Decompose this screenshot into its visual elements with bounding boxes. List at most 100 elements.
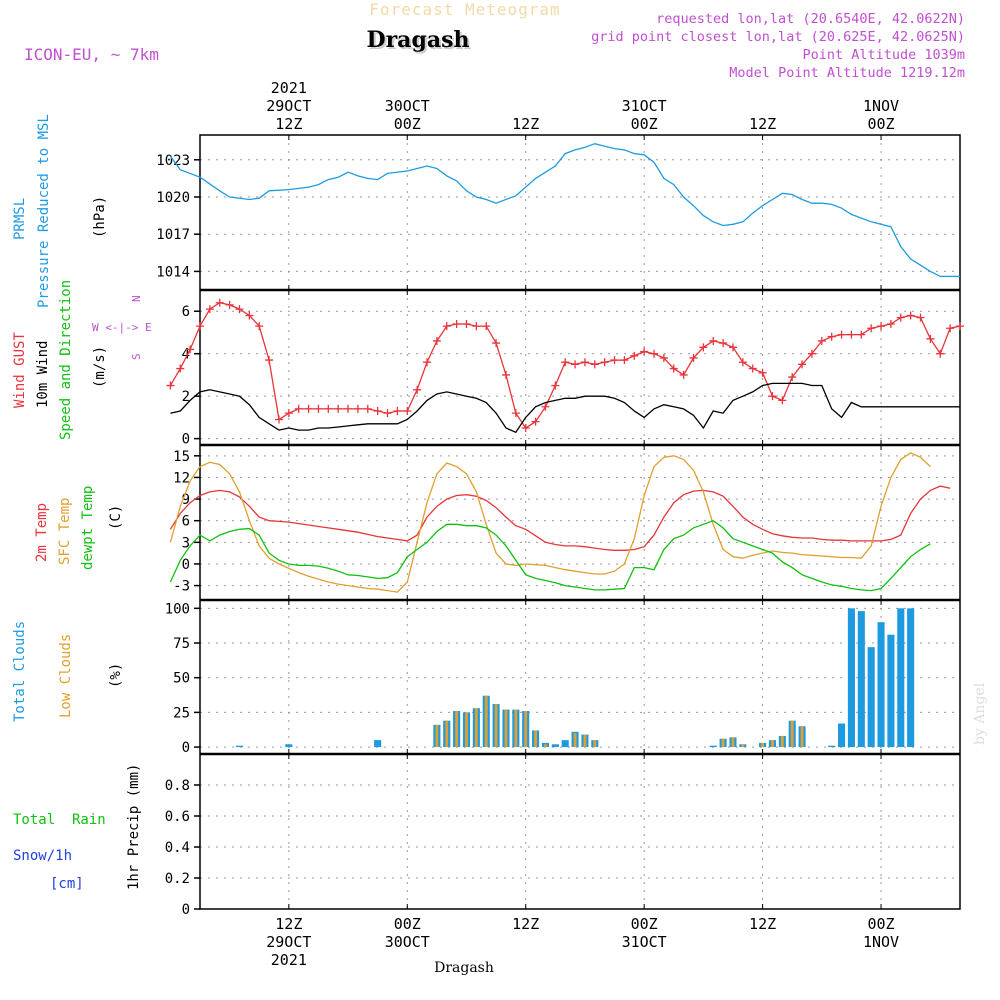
gust-marker (541, 402, 550, 411)
gust-marker (847, 330, 856, 339)
y-tick-label: 0 (182, 902, 190, 918)
gust-marker (837, 330, 846, 339)
low-cloud-bar (593, 740, 597, 748)
total-cloud-bar (847, 608, 855, 748)
low-cloud-bar (790, 720, 794, 748)
low-clouds-label: Low Clouds (58, 634, 74, 718)
gust-marker (580, 358, 589, 367)
total-cloud-bar (877, 622, 885, 748)
low-cloud-bar (780, 735, 784, 748)
y-tick-label: 6 (182, 514, 190, 530)
y-tick-label: 0 (182, 740, 190, 756)
gust-marker (482, 322, 491, 331)
gust-marker (956, 322, 964, 331)
gust-marker (719, 339, 728, 348)
y-tick-label: 50 (173, 671, 190, 687)
gust-marker (561, 358, 570, 367)
gust-marker (906, 311, 915, 320)
gust-marker (284, 409, 293, 418)
gust-marker (393, 407, 402, 416)
bottom-time-label: 00Z (867, 915, 894, 933)
gust-marker (590, 360, 599, 369)
wind-unit: (m/s) (92, 346, 108, 388)
y-tick-label: 0.8 (165, 778, 190, 794)
low-cloud-bar (445, 720, 449, 748)
gust-marker (699, 343, 708, 352)
gust-marker (620, 356, 629, 365)
clouds-unit: (%) (108, 663, 124, 688)
bottom-time-label: 00Z (631, 915, 658, 933)
gust-marker (738, 358, 747, 367)
gust-marker (788, 373, 797, 382)
bottom-time-label: 12Z (749, 915, 776, 933)
total-cloud-bar (907, 608, 915, 748)
plot-frame (199, 134, 961, 910)
low-cloud-bar (474, 708, 478, 748)
total-cloud-bar (887, 634, 895, 748)
pressure-label-2: Pressure Reduced to MSL (36, 114, 52, 308)
low-cloud-bar (455, 710, 459, 748)
compass-s: S (130, 353, 143, 360)
gust-marker (946, 324, 955, 333)
gust-marker (294, 404, 303, 413)
gust-marker (462, 319, 471, 328)
bottom-time-label: 12Z (512, 915, 539, 933)
grid-point-coords: grid point closest lon,lat (20.625E, 42.… (591, 29, 965, 45)
gust-marker (265, 356, 274, 365)
y-tick-label: 0.2 (165, 871, 190, 887)
gust-marker (571, 360, 580, 369)
panel-5: 0 0.2 0.4 0.6 0.8 (165, 754, 960, 918)
dew-label: dewpt Temp (80, 486, 96, 570)
watermark: by Angel (972, 682, 988, 745)
total-cloud-bar (897, 608, 905, 748)
low-cloud-bar (494, 704, 498, 748)
y-tick-label: 15 (173, 449, 190, 465)
snow-unit: [cm] (50, 876, 84, 892)
low-cloud-bar (771, 740, 774, 748)
gust-marker (610, 356, 619, 365)
gust-marker (403, 407, 412, 416)
top-time-label: 29OCT (266, 97, 311, 115)
gust-marker (304, 404, 313, 413)
gust-marker (235, 305, 244, 314)
gust-marker (274, 415, 283, 424)
gust-marker (423, 358, 432, 367)
bottom-time-label: 31OCT (622, 933, 667, 951)
gust-marker (896, 313, 905, 322)
low-cloud-bar (761, 742, 765, 748)
gust-marker (334, 404, 343, 413)
location-title: Dragash (367, 27, 470, 53)
speed-label: Speed and Direction (58, 280, 74, 440)
top-time-label: 12Z (275, 115, 302, 133)
low-cloud-bar (573, 733, 577, 748)
bottom-time-label: 00Z (394, 915, 421, 933)
low-cloud-bar (484, 695, 488, 748)
requested-coords: requested lon,lat (20.6540E, 42.0622N) (656, 11, 965, 27)
gust-marker (758, 368, 767, 377)
low-cloud-bar (800, 726, 804, 748)
top-time-label: 30OCT (385, 97, 430, 115)
total-cloud-bar (838, 723, 846, 748)
gust-marker (472, 322, 481, 331)
top-time-label: 12Z (512, 115, 539, 133)
gust-marker (383, 409, 392, 418)
dewpoint-line (169, 519, 931, 592)
gust-marker (916, 313, 925, 322)
low-cloud-bar (514, 709, 518, 748)
top-time-label: 2021 (271, 79, 307, 97)
gust-marker (640, 347, 649, 356)
gust-marker (936, 349, 945, 358)
y-tick-label: 3 (182, 535, 190, 551)
precip-labels: Total Rain Snow/1h [cm] 1hr Precip (mm) (13, 764, 142, 892)
total-cloud-bar (235, 745, 244, 748)
wind-line (170, 382, 960, 434)
total-cloud-bar (551, 744, 559, 748)
bottom-time-label: 1NOV (863, 933, 899, 951)
y-tick-label: 1014 (156, 264, 190, 280)
gust-marker (205, 305, 214, 314)
gust-marker (768, 392, 777, 401)
gust-marker (827, 332, 836, 341)
gust-marker (679, 370, 688, 379)
bottom-time-label: 2021 (271, 951, 307, 969)
gust-marker (669, 364, 678, 373)
